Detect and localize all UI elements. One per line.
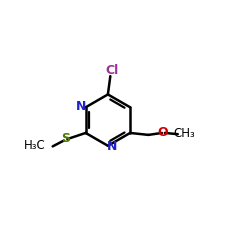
Text: CH₃: CH₃ xyxy=(173,127,195,140)
Text: Cl: Cl xyxy=(105,64,118,76)
Text: S: S xyxy=(61,132,70,144)
Text: N: N xyxy=(76,100,86,112)
Text: H₃C: H₃C xyxy=(24,140,45,152)
Text: N: N xyxy=(107,140,118,153)
Text: O: O xyxy=(158,126,168,139)
